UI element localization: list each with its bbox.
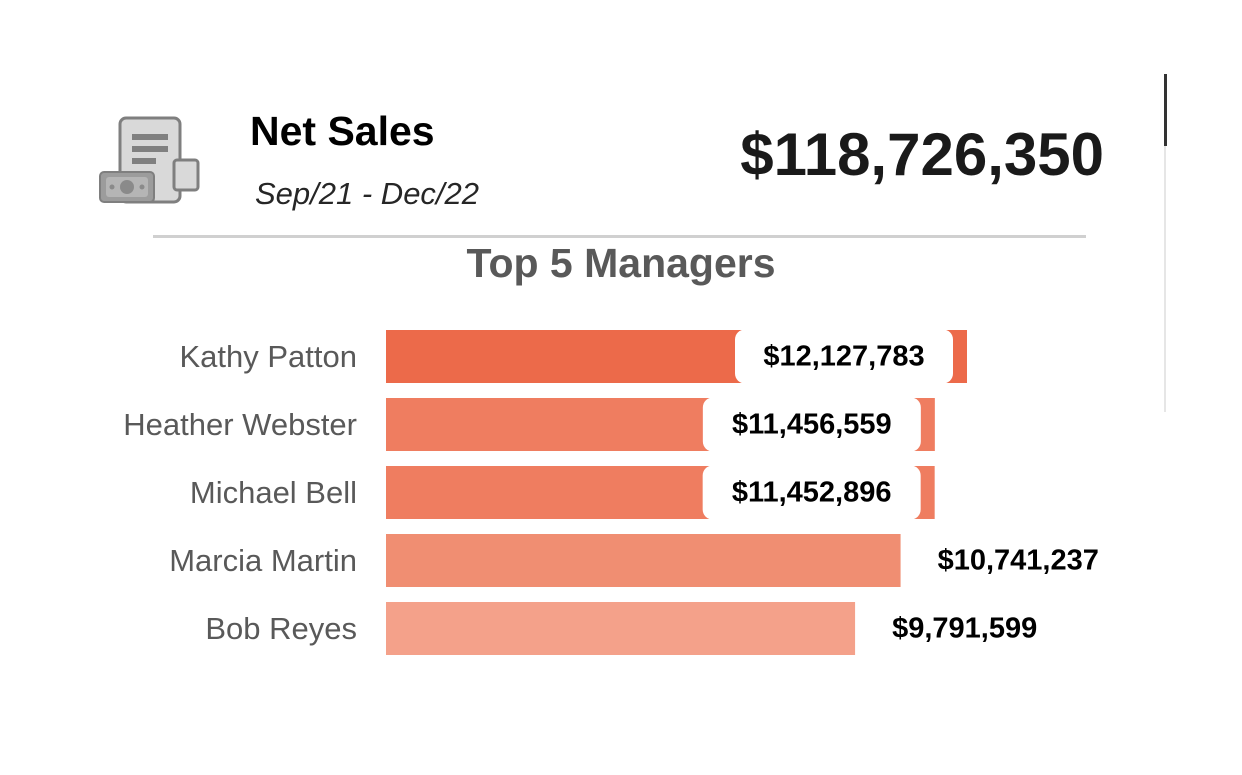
category-label: Kathy Patton bbox=[179, 339, 357, 374]
bar[interactable] bbox=[386, 534, 901, 587]
data-label: $11,452,896 bbox=[732, 477, 892, 509]
chart-title: Top 5 Managers bbox=[466, 240, 776, 286]
data-label: $11,456,559 bbox=[732, 409, 892, 441]
data-label-box bbox=[702, 397, 921, 452]
category-label: Heather Webster bbox=[123, 407, 357, 442]
divider bbox=[153, 235, 1086, 238]
kpi-title: Net Sales bbox=[250, 108, 435, 154]
receipt-money-icon bbox=[98, 114, 204, 210]
category-label: Bob Reyes bbox=[205, 611, 357, 646]
category-label: Marcia Martin bbox=[169, 543, 357, 578]
data-label: $9,791,599 bbox=[892, 613, 1037, 645]
data-label: $12,127,783 bbox=[763, 341, 924, 373]
scrollbar-thumb[interactable] bbox=[1164, 74, 1167, 146]
data-label-box bbox=[735, 329, 953, 384]
data-label: $10,741,237 bbox=[938, 545, 1099, 577]
bar[interactable] bbox=[386, 602, 856, 655]
category-label: Michael Bell bbox=[190, 475, 357, 510]
scrollbar-track[interactable] bbox=[1164, 74, 1166, 412]
kpi-period: Sep/21 - Dec/22 bbox=[255, 176, 480, 211]
kpi-value: $118,726,350 bbox=[740, 121, 1104, 188]
data-label-box bbox=[702, 465, 921, 520]
